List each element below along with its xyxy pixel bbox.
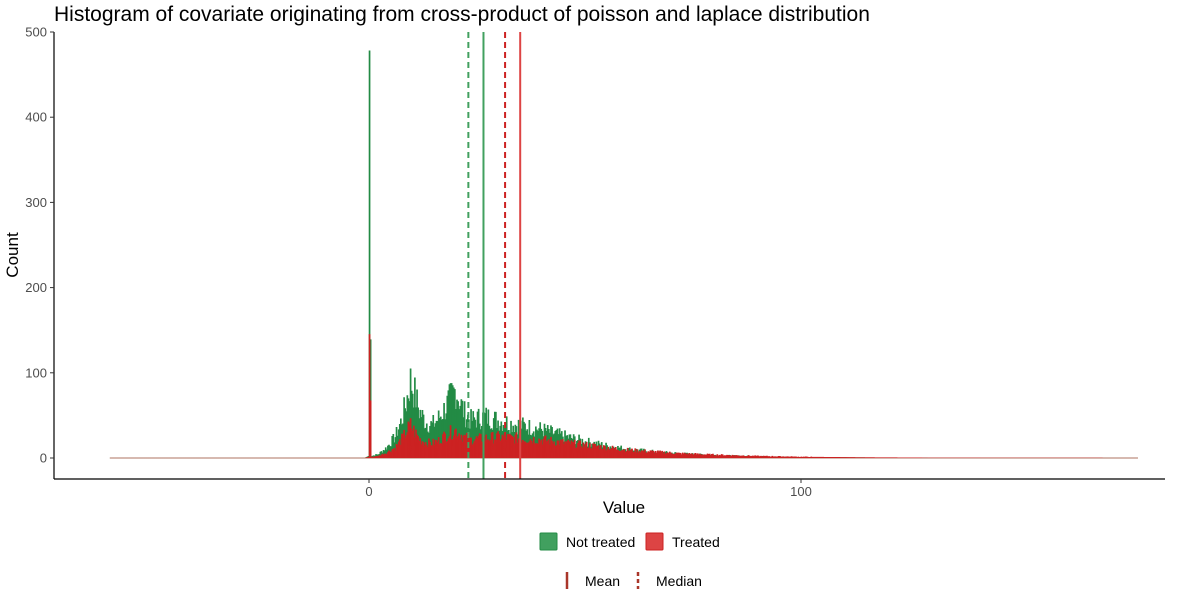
y-tick-label-100: 100 (25, 365, 47, 380)
x-tick-label-100: 100 (790, 484, 812, 499)
y-tick-label-200: 200 (25, 280, 47, 295)
series-treated (109, 334, 1138, 459)
legend-key-not-treated (539, 532, 558, 551)
legend-linetype: Mean Median (565, 572, 702, 589)
chart-title: Histogram of covariate originating from … (54, 3, 870, 26)
axis-ticks: 0 100 200 300 400 500 0 100 (25, 25, 812, 500)
legend-label-median: Median (656, 573, 702, 589)
legend-label-treated: Treated (672, 534, 720, 550)
reference-lines (467, 32, 522, 479)
legend-key-treated (645, 532, 664, 551)
y-tick-label-500: 500 (25, 25, 47, 40)
histogram-bin-treated (109, 334, 1138, 459)
histogram-bin-not-treated (109, 50, 1138, 459)
x-tick-label-0: 0 (365, 484, 372, 499)
y-tick-label-400: 400 (25, 110, 47, 125)
series-not-treated (109, 50, 1138, 459)
legend-fill: Not treated Treated (539, 532, 720, 551)
histogram-bars (109, 50, 1138, 459)
y-tick-label-0: 0 (40, 451, 47, 466)
y-tick-label-300: 300 (25, 195, 47, 210)
axes (53, 32, 1165, 480)
y-axis-title: Count (3, 232, 22, 278)
legend-label-mean: Mean (585, 573, 620, 589)
x-axis-title: Value (603, 498, 645, 517)
legend-label-not-treated: Not treated (566, 534, 635, 550)
